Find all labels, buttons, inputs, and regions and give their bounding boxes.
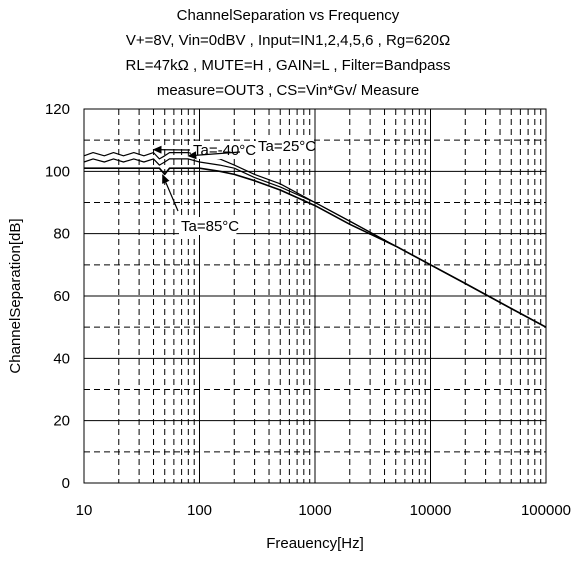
y-tick-label: 20 [53,413,70,430]
title-line-2: V+=8V, Vin=0dBV , Input=IN1,2,4,5,6 , Rg… [126,32,450,49]
x-axis-label: Freauency[Hz] [266,535,364,552]
y-tick-label: 40 [53,350,70,367]
annotation-label: Ta=-40°C [193,142,256,159]
x-tick-label: 100 [187,502,212,519]
major-gridlines [84,109,546,483]
x-axis-tick-labels: 10 100 1000 10000 100000 [76,502,571,519]
annotation-label: Ta=85°C [181,218,239,235]
title-line-3: RL=47kΩ , MUTE=H , GAIN=L , Filter=Bandp… [126,57,451,74]
y-tick-label: 100 [45,163,70,180]
x-tick-label: 10000 [410,502,452,519]
annotation-label: Ta=25°C [258,138,316,155]
annotations: Ta=-40°C Ta=25°C Ta=85°C [152,137,316,235]
y-tick-label: 120 [45,101,70,118]
y-axis-label: ChannelSeparation[dB] [7,218,24,373]
title-line-4: measure=OUT3 , CS=Vin*Gv/ Measure [157,82,419,99]
annotation-arrow [162,174,179,212]
chart-title: ChannelSeparation vs Frequency V+=8V, Vi… [126,7,451,99]
y-axis-tick-labels: 0 20 40 60 80 100 120 [45,101,70,492]
y-tick-label: 0 [62,475,70,492]
annotation-arrow [187,151,241,160]
y-tick-label: 80 [53,226,70,243]
x-tick-label: 1000 [298,502,331,519]
x-tick-label: 10 [76,502,93,519]
series-lines [83,152,547,328]
title-line-1: ChannelSeparation vs Frequency [177,7,400,24]
x-tick-label: 100000 [521,502,571,519]
annotation-background [179,217,237,235]
y-tick-label: 60 [53,288,70,305]
series-line-3 [84,167,547,328]
plot-area-frame [83,108,547,484]
annotation-background [256,137,314,155]
